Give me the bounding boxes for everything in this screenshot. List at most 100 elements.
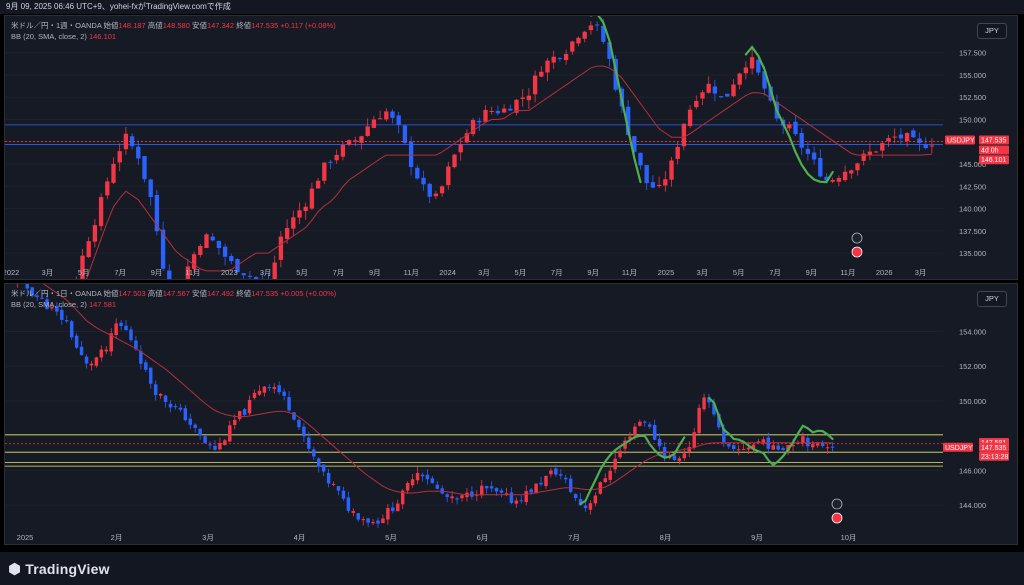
daily-candle-body xyxy=(213,445,217,450)
weekly-time-tick-label: 2024 xyxy=(439,268,456,277)
daily-candle-body xyxy=(356,513,360,520)
weekly-price-tag-label: 4d 0h xyxy=(981,147,999,154)
daily-candle-body xyxy=(741,448,746,450)
weekly-candle-body xyxy=(129,136,135,147)
daily-candle-body xyxy=(55,305,59,312)
daily-candle-body xyxy=(74,335,79,348)
weekly-symbol[interactable]: 米ドル／円・1週・OANDA xyxy=(11,21,102,30)
daily-candle-body xyxy=(124,325,128,331)
weekly-candle-body xyxy=(365,126,370,136)
daily-open-label: 始値 xyxy=(103,289,119,298)
weekly-time-tick-label: 2026 xyxy=(876,268,893,277)
daily-candle-body xyxy=(400,490,405,505)
daily-close-label: 終値 xyxy=(236,289,252,298)
daily-candle-body xyxy=(776,445,780,450)
weekly-candle-body xyxy=(570,41,575,52)
daily-candle-body xyxy=(405,483,410,491)
weekly-candle-body xyxy=(92,225,98,242)
daily-candle-body xyxy=(35,295,39,298)
weekly-candle-body xyxy=(291,217,296,229)
daily-candle-body xyxy=(346,497,351,511)
daily-price-tag-bg xyxy=(979,442,1009,452)
daily-candle-body xyxy=(208,444,212,446)
daily-candle-body xyxy=(692,432,696,448)
weekly-candle-body xyxy=(501,108,507,113)
daily-candle-body xyxy=(806,437,810,447)
daily-candle-body xyxy=(430,478,435,484)
weekly-candle-body xyxy=(849,170,854,174)
weekly-candle-body xyxy=(377,118,383,120)
daily-candle-body xyxy=(307,437,311,449)
weekly-candle-body xyxy=(867,151,873,156)
weekly-candle-body xyxy=(415,167,420,179)
daily-price-tag-bg xyxy=(979,451,1009,461)
daily-candle-body xyxy=(272,387,276,389)
daily-candle-body xyxy=(415,472,420,481)
daily-candle-body xyxy=(820,442,825,447)
weekly-candle-body xyxy=(328,161,333,163)
daily-candle-body xyxy=(697,407,701,433)
daily-candle-body xyxy=(554,468,558,475)
weekly-candle-body xyxy=(675,146,680,159)
weekly-price-tick-label: 155.000 xyxy=(959,71,986,80)
weekly-bb-band-outline xyxy=(589,16,642,184)
daily-candle-body xyxy=(45,299,49,310)
daily-candle-body xyxy=(79,346,84,356)
weekly-candle-body xyxy=(638,152,643,166)
daily-candle-body xyxy=(608,470,612,480)
daily-low-label: 安値 xyxy=(191,289,207,298)
weekly-time-tick-label: 11月 xyxy=(185,268,200,277)
weekly-candle-body xyxy=(105,181,110,196)
weekly-chart-svg[interactable]: 157.500 155.000 152.500 150.000 145.000 142.5… xyxy=(5,16,1017,279)
weekly-candle-body xyxy=(824,176,829,181)
daily-candle-body xyxy=(445,494,449,498)
daily-candle-body xyxy=(25,284,29,289)
daily-candle-body xyxy=(628,436,632,440)
daily-candle-body xyxy=(183,408,188,421)
footer-bar: ⬢ TradingView xyxy=(0,552,1024,585)
weekly-candle-body xyxy=(359,136,364,143)
weekly-close-value: 147.535 xyxy=(251,21,279,30)
daily-candle-body xyxy=(509,492,514,503)
daily-candle-body xyxy=(321,464,326,472)
weekly-chart-panel[interactable]: 157.500 155.000 152.500 150.000 145.000 142.5… xyxy=(4,15,1018,280)
daily-candle-body xyxy=(544,475,548,487)
daily-symbol[interactable]: 米ドル／円・1日・OANDA xyxy=(11,289,102,298)
weekly-currency-button[interactable]: JPY xyxy=(977,23,1007,39)
weekly-price-tick-label: 140.000 xyxy=(959,205,986,214)
daily-chart-svg[interactable]: 154.000 152.000 150.000 146.000 144.000 147.5… xyxy=(5,284,1017,544)
daily-currency-button[interactable]: JPY xyxy=(977,291,1007,307)
weekly-price-tick-label: 152.500 xyxy=(959,93,986,102)
weekly-candle-body xyxy=(303,206,308,212)
weekly-open-value: 148.187 xyxy=(118,21,146,30)
weekly-candle-body xyxy=(247,275,253,277)
weekly-candle-body xyxy=(222,246,228,257)
daily-candle-body xyxy=(223,440,227,445)
daily-candle-body xyxy=(144,362,148,370)
daily-time-tick-label: 6月 xyxy=(477,533,489,542)
weekly-candle-body xyxy=(489,111,494,113)
weekly-candle-body xyxy=(737,73,742,85)
weekly-time-tick-label: 3月 xyxy=(915,268,927,277)
daily-candle-body xyxy=(578,498,583,506)
daily-chart-panel[interactable]: 154.000 152.000 150.000 146.000 144.000 147.5… xyxy=(4,283,1018,545)
daily-candle-body xyxy=(331,483,336,485)
weekly-candle-body xyxy=(315,180,321,189)
daily-candle-body xyxy=(613,458,617,470)
weekly-candle-body xyxy=(551,56,556,63)
weekly-candle-body xyxy=(421,177,426,185)
daily-candle-body xyxy=(524,491,528,503)
weekly-indicator-label[interactable]: BB (20, SMA, close, 2) xyxy=(11,32,87,41)
daily-candle-body xyxy=(722,428,726,443)
daily-high-value: 147.567 xyxy=(162,289,190,298)
weekly-candle-body xyxy=(322,162,327,181)
weekly-time-tick-label: 9月 xyxy=(587,268,599,277)
weekly-candle-body xyxy=(117,151,122,163)
daily-candle-body xyxy=(60,309,64,320)
daily-indicator-label[interactable]: BB (20, SMA, close, 2) xyxy=(11,300,87,309)
weekly-time-tick-label: 5月 xyxy=(733,268,745,277)
daily-candle-body xyxy=(811,444,815,448)
tradingview-logo[interactable]: ⬢ TradingView xyxy=(8,560,110,578)
daily-candle-body xyxy=(652,425,657,440)
weekly-candle-body xyxy=(799,133,804,148)
